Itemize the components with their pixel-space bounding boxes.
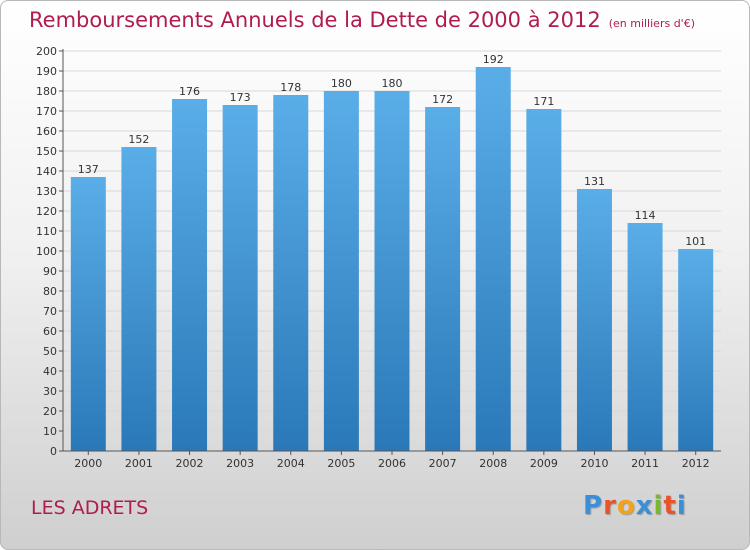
bar-value-label: 173 (230, 91, 251, 104)
axes (59, 49, 721, 455)
bar-2007 (425, 107, 461, 451)
bar-value-label: 178 (280, 81, 301, 94)
logo-letter: P (583, 491, 604, 521)
y-tick-label: 50 (43, 345, 57, 358)
logo-letter: r (603, 491, 617, 521)
x-tick-label: 2009 (530, 457, 558, 470)
y-tick-label: 10 (43, 425, 57, 438)
place-name: LES ADRETS (31, 497, 149, 519)
bar-2003 (222, 105, 258, 451)
y-axis-tick-labels: 0 10 20 30 40 50 60 70 80 90 100 110 120 130 140 150 160… (36, 45, 57, 458)
x-tick-label: 2005 (327, 457, 355, 470)
logo-letter: x (635, 491, 654, 521)
y-tick-label: 100 (36, 245, 57, 258)
y-tick-label: 80 (43, 285, 57, 298)
bar-2004 (273, 95, 309, 451)
y-tick-label: 160 (36, 125, 57, 138)
bar-value-label: 152 (128, 133, 149, 146)
bar-2000 (70, 177, 106, 451)
bar-2008 (475, 67, 511, 451)
bars (70, 67, 714, 451)
bar-value-label: 192 (483, 53, 504, 66)
logo-letter: i (676, 491, 687, 521)
bar-value-label: 114 (635, 209, 656, 222)
logo-letter: i (653, 491, 664, 521)
bar-2011 (627, 223, 663, 451)
chart-subtitle: (en milliers d'€) (608, 17, 695, 30)
y-tick-label: 90 (43, 265, 57, 278)
bar-2010 (576, 189, 612, 451)
y-tick-label: 180 (36, 85, 57, 98)
proxiti-logo: Proxiti (583, 491, 687, 521)
y-tick-label: 190 (36, 65, 57, 78)
bar-value-label: 101 (685, 235, 706, 248)
x-tick-label: 2007 (429, 457, 457, 470)
y-tick-label: 60 (43, 325, 57, 338)
y-tick-label: 170 (36, 105, 57, 118)
y-tick-label: 30 (43, 385, 57, 398)
y-tick-label: 20 (43, 405, 57, 418)
x-tick-label: 2001 (125, 457, 153, 470)
bar-value-label: 172 (432, 93, 453, 106)
bar-value-labels: 137 152 176 173 178 180 180 172 192 171 131 114 101 (78, 53, 706, 248)
bar-value-label: 176 (179, 85, 200, 98)
y-tick-label: 130 (36, 185, 57, 198)
x-tick-label: 2002 (176, 457, 204, 470)
logo-letter: o (616, 491, 636, 521)
x-tick-label: 2000 (74, 457, 102, 470)
bar-value-label: 137 (78, 163, 99, 176)
y-tick-label: 70 (43, 305, 57, 318)
y-tick-label: 40 (43, 365, 57, 378)
y-tick-label: 200 (36, 45, 57, 58)
chart-title-text: Remboursements Annuels de la Dette de 20… (29, 8, 601, 32)
bar-2012 (678, 249, 714, 451)
bar-value-label: 171 (533, 95, 554, 108)
y-tick-label: 0 (50, 445, 57, 458)
chart-title: Remboursements Annuels de la Dette de 20… (29, 8, 695, 32)
x-tick-label: 2006 (378, 457, 406, 470)
x-axis-tick-labels: 2000 2001 2002 2003 2004 2005 2006 2007 2008 2009… (74, 457, 709, 470)
x-tick-label: 2003 (226, 457, 254, 470)
bar-2009 (526, 109, 562, 451)
x-tick-label: 2012 (682, 457, 710, 470)
y-tick-label: 120 (36, 205, 57, 218)
x-tick-label: 2004 (277, 457, 305, 470)
bar-2006 (374, 91, 410, 451)
y-tick-label: 150 (36, 145, 57, 158)
logo-letter: t (663, 491, 677, 521)
bar-value-label: 180 (382, 77, 403, 90)
bar-2002 (172, 99, 208, 451)
bar-value-label: 131 (584, 175, 605, 188)
x-tick-label: 2011 (631, 457, 659, 470)
y-tick-label: 110 (36, 225, 57, 238)
bar-2001 (121, 147, 157, 451)
y-tick-label: 140 (36, 165, 57, 178)
bar-2005 (323, 91, 359, 451)
x-tick-label: 2008 (479, 457, 507, 470)
x-tick-label: 2010 (580, 457, 608, 470)
bar-value-label: 180 (331, 77, 352, 90)
